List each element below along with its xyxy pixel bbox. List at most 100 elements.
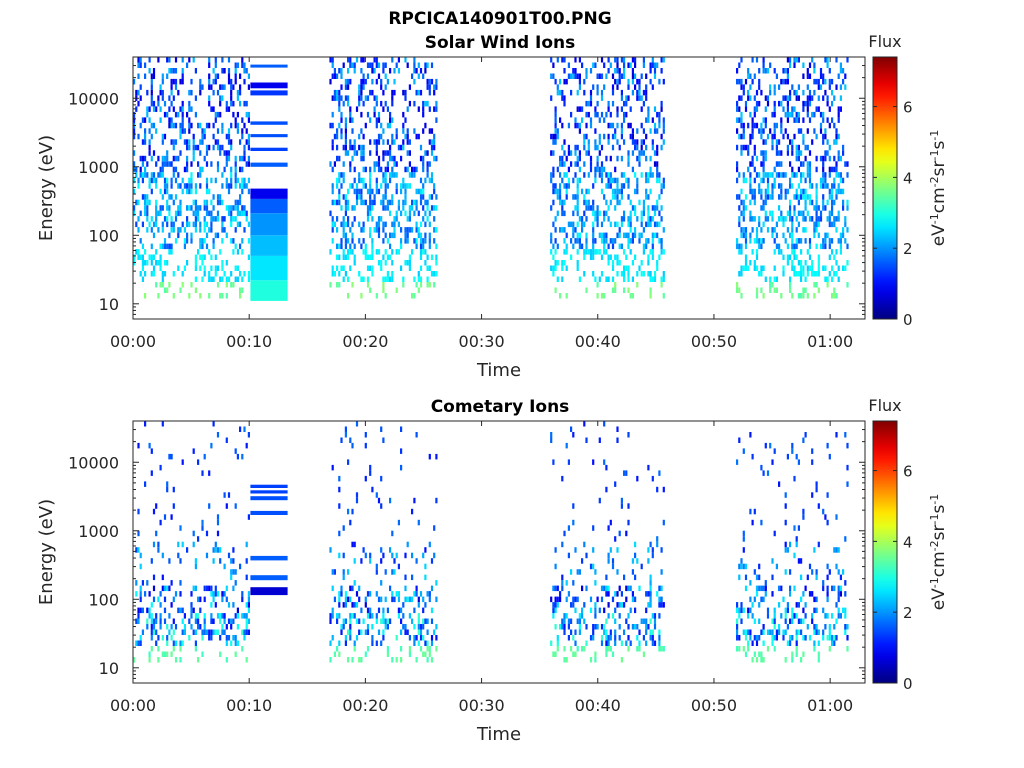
spectrogram-cell [144,249,147,255]
spectrogram-cell [844,624,847,630]
spectrogram-cell [214,541,217,548]
spectrogram-cell [433,205,436,211]
spectrogram-cell [813,607,816,614]
spectrogram-cell [241,62,244,68]
spectrogram-cell [351,232,354,239]
spectrogram-cell [227,106,231,112]
spectrogram-cell [384,150,387,156]
spectrogram-cell [795,646,798,652]
spectrogram-cell [336,282,339,288]
spectrogram-cell [230,122,233,129]
spectrogram-cell [161,139,164,145]
spectrogram-cell [791,293,794,299]
spectrogram-cell [556,84,559,90]
spectrogram-cell [775,122,778,129]
spectrogram-cell [234,166,237,173]
spectrogram-cell [157,100,160,107]
spectrogram-cell [135,172,138,178]
spectrogram-cell [585,122,588,129]
spectrogram-cell [800,657,803,663]
spectrogram-cell [369,89,372,96]
spectrogram-cell [159,265,162,271]
spectrogram-cell [417,602,420,608]
spectrogram-cell [163,177,167,184]
spectrogram-cell [183,243,186,250]
spectrogram-cell [662,646,665,652]
spectrogram-cell [236,210,239,217]
spectrogram-cell [347,657,350,663]
spectrogram-cell [351,613,354,619]
spectrogram-cell [347,293,350,299]
spectrogram-cell [778,481,781,487]
spectrogram-cell [159,282,162,288]
y-tick-label: 100 [88,226,119,245]
spectrogram-cell [411,596,414,603]
spectrogram-cell [791,144,794,151]
spectrogram-cell [172,640,175,646]
spectrogram-cell [413,57,416,63]
spectrogram-cell [146,89,149,96]
spectrogram-cell [236,221,239,228]
spectrogram-cell [344,210,347,217]
spectrogram-cell [751,117,754,123]
spectrogram-cell [742,547,745,553]
spectrogram-cell [360,276,363,282]
spectrogram-cell [161,574,164,581]
spectrogram-cell [563,618,566,624]
spectrogram-cell [210,161,213,167]
spectrogram-cell [349,437,352,443]
spectrogram-cell [793,133,796,140]
spectrogram-cell [755,227,759,233]
spectrogram-cell [835,166,838,173]
spectrogram-cell [600,89,604,96]
spectrogram-cell [623,470,626,476]
spectrogram-cell [170,89,173,96]
spectrogram-cell [344,128,347,134]
spectrogram-cell [216,613,220,619]
spectrogram-cell [163,216,167,222]
spectrogram-cell [833,95,836,101]
spectrogram-cell [201,133,204,140]
spectrogram-cell [563,210,566,217]
spectrogram-cell [773,100,776,107]
spectrogram-cell [550,432,553,438]
spectrogram-cell [216,282,220,288]
spectrogram-cell [804,177,807,184]
spectrogram-cell [353,62,356,68]
spectrogram-cell [581,216,584,222]
spectrogram-cell [760,287,763,293]
spectrogram-cell [208,503,211,509]
spectrogram-cell [241,166,244,173]
spectrogram-cell [806,95,809,101]
spectrogram-cell [347,459,350,465]
spectrogram-cell [135,547,138,553]
spectrogram-cell [758,238,761,244]
spectrogram-cell [773,287,776,293]
spectrogram-cell [550,232,553,239]
spectrogram-cell [234,205,237,211]
spectrogram-cell [380,547,383,553]
spectrogram-cell [216,199,220,206]
spectrogram-cell [391,100,394,107]
spectrogram-cell [802,106,805,112]
spectrogram-cell [161,155,164,162]
spectrogram-cell [236,453,239,460]
spectrogram-cell [828,624,831,630]
spectrogram-cell [358,194,361,200]
spectrogram-cell [402,144,405,151]
spectrogram-cell [736,629,739,635]
spectrogram-cell [605,591,608,597]
spectrogram-cell [338,188,341,195]
spectrogram-cell [578,73,581,79]
spectrogram-cell [194,260,197,266]
spectrogram-cell [561,574,564,581]
spectrogram-cell [179,227,182,233]
spectrogram-cell [592,205,595,211]
spectrogram-cell [232,618,235,624]
spectrogram-cell [221,227,224,233]
spectrogram-cell [833,287,836,293]
spectrogram-cell [197,249,200,255]
spectrogram-cell [369,139,372,145]
spectrogram-cell [802,635,805,641]
